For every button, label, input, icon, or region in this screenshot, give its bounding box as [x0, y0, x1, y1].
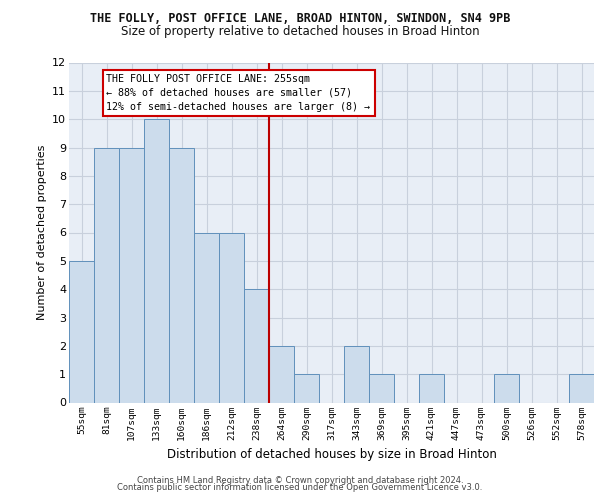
Text: Contains public sector information licensed under the Open Government Licence v3: Contains public sector information licen… [118, 484, 482, 492]
Bar [169, 148, 194, 402]
Bar [294, 374, 319, 402]
Bar [344, 346, 369, 403]
Bar [269, 346, 294, 403]
X-axis label: Distribution of detached houses by size in Broad Hinton: Distribution of detached houses by size … [167, 448, 496, 461]
Bar [69, 261, 94, 402]
Bar [494, 374, 519, 402]
Bar [219, 232, 244, 402]
Bar [369, 374, 394, 402]
Bar [569, 374, 594, 402]
Bar [419, 374, 444, 402]
Bar [119, 148, 144, 402]
Y-axis label: Number of detached properties: Number of detached properties [37, 145, 47, 320]
Text: THE FOLLY, POST OFFICE LANE, BROAD HINTON, SWINDON, SN4 9PB: THE FOLLY, POST OFFICE LANE, BROAD HINTO… [90, 12, 510, 26]
Bar [194, 232, 219, 402]
Bar [244, 289, 269, 403]
Text: THE FOLLY POST OFFICE LANE: 255sqm
← 88% of detached houses are smaller (57)
12%: THE FOLLY POST OFFICE LANE: 255sqm ← 88%… [107, 74, 371, 112]
Bar [94, 148, 119, 402]
Text: Contains HM Land Registry data © Crown copyright and database right 2024.: Contains HM Land Registry data © Crown c… [137, 476, 463, 485]
Text: Size of property relative to detached houses in Broad Hinton: Size of property relative to detached ho… [121, 25, 479, 38]
Bar [144, 119, 169, 403]
